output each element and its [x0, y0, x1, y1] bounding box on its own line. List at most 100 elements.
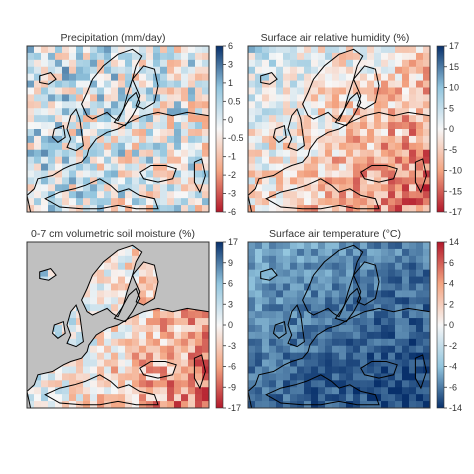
heatmap-cell — [181, 318, 189, 326]
heatmap-cell — [416, 338, 424, 347]
heatmap-cell — [395, 46, 403, 54]
heatmap-cell — [174, 73, 182, 82]
heatmap-cell — [62, 373, 70, 381]
heatmap-cell — [332, 290, 340, 298]
heatmap-cell — [269, 248, 277, 257]
heatmap-cell — [395, 283, 403, 292]
heatmap-cell — [395, 318, 403, 326]
heatmap-cell — [174, 66, 182, 75]
heatmap-cell — [395, 170, 403, 179]
heatmap-cell — [104, 191, 112, 199]
heatmap-cell — [416, 101, 424, 109]
heatmap-cell — [374, 135, 382, 144]
heatmap-cell — [402, 163, 410, 172]
heatmap-cell — [146, 170, 154, 179]
heatmap-cell — [255, 184, 263, 192]
heatmap-cell — [27, 394, 35, 402]
heatmap-cell — [255, 255, 263, 264]
heatmap-cell — [395, 394, 403, 402]
heatmap-cell — [269, 163, 277, 172]
heatmap-cell — [90, 170, 98, 179]
heatmap-cell — [160, 163, 168, 172]
heatmap-cell — [255, 94, 263, 102]
heatmap-cell — [311, 283, 319, 292]
heatmap-cell — [276, 122, 284, 130]
coastline — [51, 125, 66, 143]
heatmap-cell — [318, 304, 326, 312]
heatmap-cell — [48, 94, 56, 102]
heatmap-cell — [195, 163, 203, 172]
colorbar-tick-label: -1 — [228, 152, 236, 162]
heatmap-cell — [381, 184, 389, 192]
heatmap-cell — [367, 283, 375, 292]
heatmap-cell — [76, 59, 84, 68]
heatmap-cell — [76, 46, 84, 54]
heatmap-cell — [195, 331, 203, 340]
heatmap-cell — [374, 394, 382, 402]
heatmap-cell — [283, 101, 291, 109]
heatmap-cell — [283, 311, 291, 319]
heatmap-cell — [416, 115, 424, 123]
heatmap-cell — [402, 205, 410, 212]
heatmap-cell — [395, 242, 403, 250]
heatmap-cell — [188, 401, 196, 408]
heatmap-cell — [104, 108, 112, 116]
heatmap-cell — [255, 269, 263, 278]
heatmap-cell — [111, 129, 119, 137]
heatmap-cell — [311, 156, 319, 165]
heatmap-cell — [374, 46, 382, 54]
heatmap-cell — [90, 142, 98, 151]
heatmap-cell — [290, 149, 298, 158]
heatmap-cell — [374, 149, 382, 158]
heatmap-cell — [262, 366, 270, 375]
heatmap-cell — [118, 331, 126, 340]
heatmap-cell — [83, 191, 91, 199]
heatmap-cell — [167, 373, 175, 381]
heatmap-cell — [195, 94, 203, 102]
heatmap-cell — [339, 142, 347, 151]
heatmap-cell — [395, 142, 403, 151]
heatmap-cell — [346, 269, 354, 278]
heatmap-cell — [374, 359, 382, 368]
heatmap-cell — [111, 304, 119, 312]
heatmap-cell — [139, 46, 147, 54]
heatmap-cell — [283, 198, 291, 206]
heatmap-cell — [367, 46, 375, 54]
heatmap-cell — [262, 345, 270, 354]
heatmap-cell — [269, 149, 277, 158]
heatmap-cell — [311, 87, 319, 96]
heatmap-cell — [76, 387, 84, 395]
heatmap-cell — [188, 66, 196, 75]
heatmap-cell — [125, 338, 133, 347]
heatmap-cell — [423, 269, 430, 278]
heatmap-cell — [27, 94, 35, 102]
heatmap-cell — [139, 345, 147, 354]
heatmap-cell — [104, 366, 112, 375]
heatmap-cell — [188, 73, 196, 82]
heatmap-cell — [311, 394, 319, 402]
heatmap-cell — [132, 248, 140, 257]
heatmap-cell — [283, 325, 291, 333]
heatmap-cell — [332, 135, 340, 144]
heatmap-cell — [125, 359, 133, 368]
heatmap-cell — [188, 52, 196, 61]
heatmap-cell — [188, 142, 196, 151]
heatmap-cell — [139, 283, 147, 292]
heatmap-cell — [367, 149, 375, 158]
heatmap-cell — [283, 59, 291, 68]
heatmap-cell — [276, 380, 284, 388]
heatmap-cell — [139, 331, 147, 340]
heatmap-cell — [55, 191, 63, 199]
heatmap-cell — [34, 156, 42, 165]
heatmap-cell — [27, 87, 35, 96]
heatmap-cell — [62, 366, 70, 375]
colorbar-tick-label: 17 — [449, 41, 459, 51]
heatmap-cell — [97, 297, 105, 305]
heatmap-cell — [353, 290, 361, 298]
heatmap-cell — [276, 163, 284, 172]
heatmap-cell — [283, 394, 291, 402]
heatmap-cell — [125, 135, 133, 144]
heatmap-cell — [276, 198, 284, 206]
heatmap-cell — [423, 304, 430, 312]
heatmap-cell — [346, 94, 354, 102]
